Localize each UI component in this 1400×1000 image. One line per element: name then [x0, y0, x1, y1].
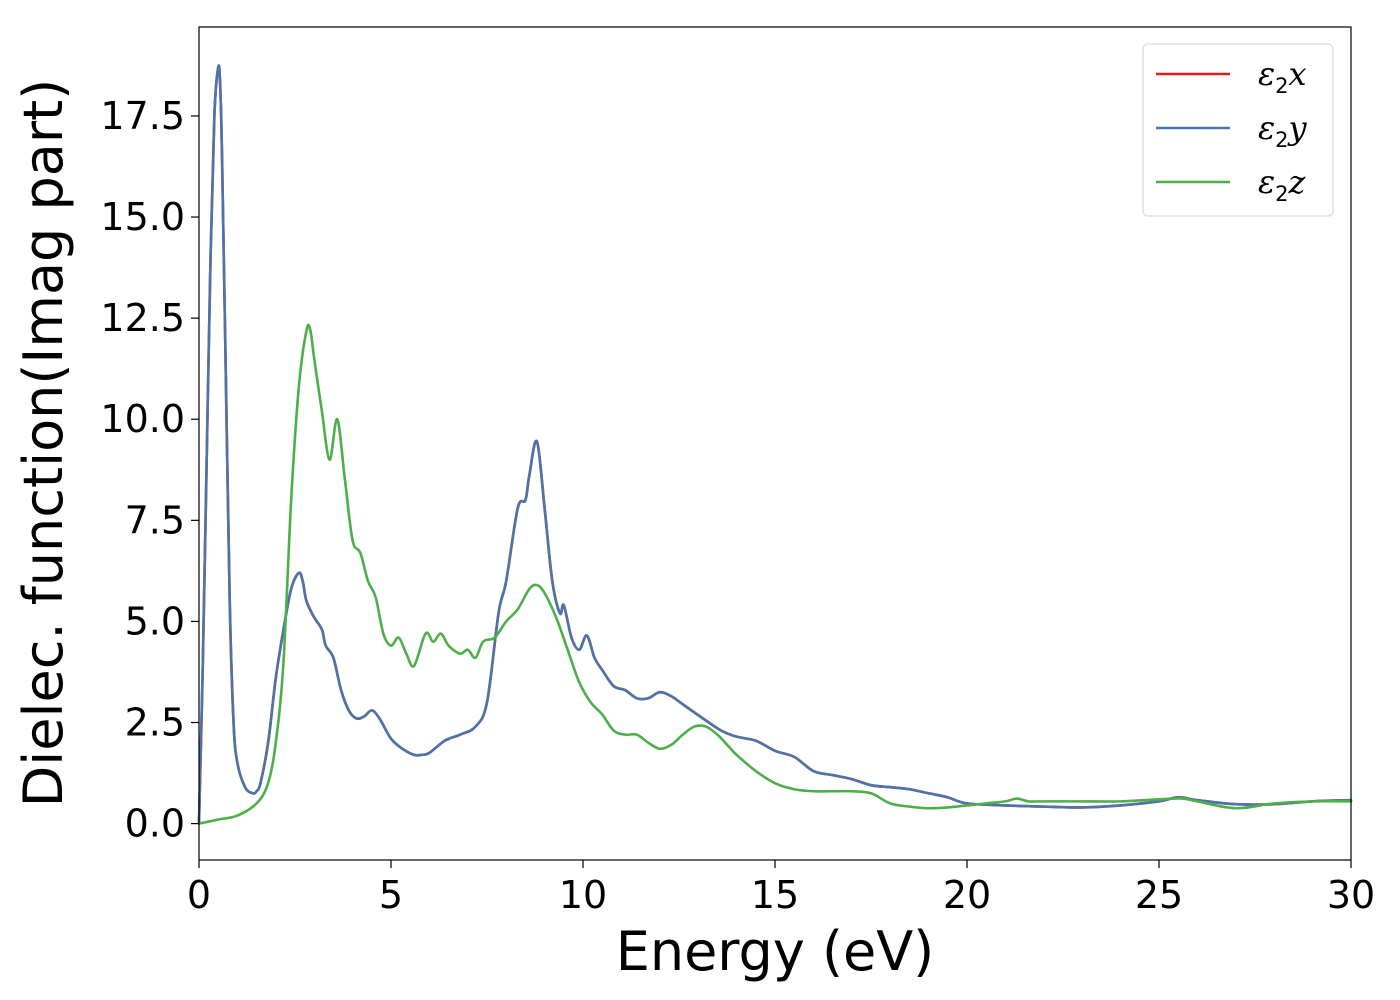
y-axis: 0.0 2.5 5.0 7.5 10.0 12.5 15.0 17.5 — [100, 94, 199, 846]
legend-label-y: ε2y — [1258, 109, 1308, 152]
legend-label-x: ε2x — [1258, 55, 1307, 98]
x-tick-label: 5 — [379, 873, 403, 917]
legend: ε2x ε2y ε2z — [1142, 43, 1334, 217]
series-line-z — [197, 323, 1353, 825]
y-axis-label: Dielec. function(Imag part) — [12, 79, 75, 808]
y-tick-label: 0.0 — [125, 802, 185, 846]
x-axis-label: Energy (eV) — [616, 920, 935, 983]
series-layer — [197, 64, 1353, 825]
x-tick-label: 15 — [751, 873, 799, 917]
x-axis: 0 5 10 15 20 25 30 — [187, 860, 1375, 917]
y-tick-label: 12.5 — [100, 296, 185, 340]
x-tick-label: 10 — [559, 873, 607, 917]
legend-label-z: ε2z — [1258, 163, 1307, 206]
y-tick-label: 2.5 — [125, 701, 185, 745]
x-tick-label: 0 — [187, 873, 211, 917]
y-tick-label: 17.5 — [100, 94, 185, 138]
x-tick-label: 25 — [1135, 873, 1183, 917]
y-tick-label: 15.0 — [100, 195, 185, 239]
legend-box — [1142, 43, 1334, 217]
x-tick-label: 30 — [1327, 873, 1375, 917]
y-tick-label: 7.5 — [125, 498, 185, 542]
series-line-y — [197, 64, 1353, 825]
y-tick-label: 5.0 — [125, 599, 185, 643]
x-tick-label: 20 — [943, 873, 991, 917]
y-tick-label: 10.0 — [100, 397, 185, 441]
